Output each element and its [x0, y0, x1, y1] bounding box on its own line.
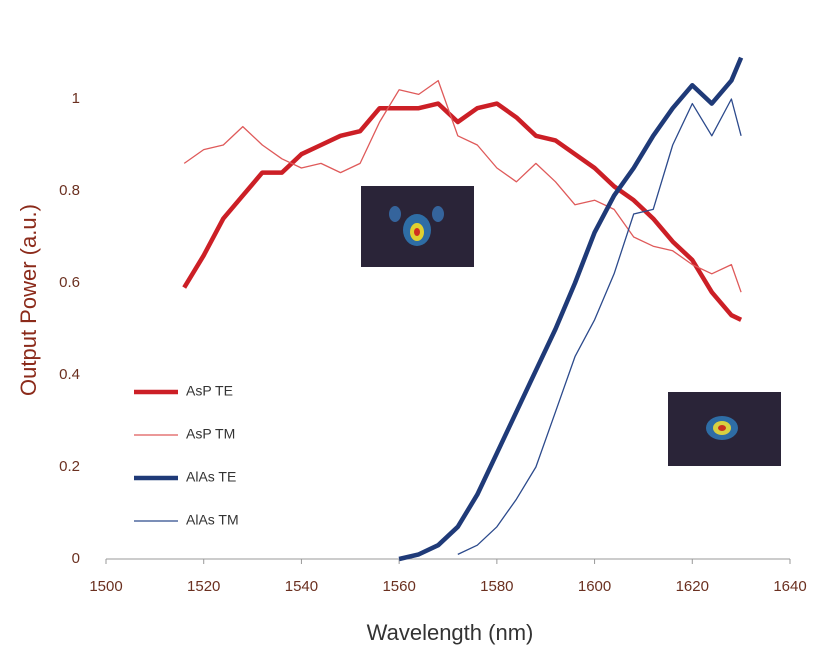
inset-spot — [718, 425, 726, 431]
x-tick-label: 1560 — [382, 578, 415, 595]
x-tick-label: 1640 — [773, 578, 806, 595]
legend-label: AsP TE — [186, 383, 233, 399]
x-tick-label: 1600 — [578, 578, 611, 595]
x-tick-label: 1500 — [89, 578, 122, 595]
x-tick-label: 1540 — [285, 578, 318, 595]
y-tick-label: 1 — [72, 90, 80, 107]
data-line — [182, 101, 743, 322]
data-line — [457, 98, 742, 555]
y-tick-label: 0.8 — [59, 182, 80, 199]
y-tick-label: 0.6 — [59, 274, 80, 291]
x-tick-label: 1520 — [187, 578, 220, 595]
x-axis-title: Wavelength (nm) — [367, 620, 534, 645]
y-tick-label: 0.2 — [59, 458, 80, 475]
legend-label: AsP TM — [186, 426, 235, 442]
y-tick-label: 0.4 — [59, 366, 80, 383]
inset-image — [668, 392, 781, 466]
inset-spot — [432, 206, 444, 222]
x-tick-label: 1580 — [480, 578, 513, 595]
data-line — [183, 79, 742, 293]
legend-label: AlAs TM — [186, 512, 239, 528]
data-line — [398, 56, 744, 562]
y-axis-title: Output Power (a.u.) — [16, 204, 41, 396]
y-tick-label: 0 — [72, 550, 80, 567]
legend-label: AlAs TE — [186, 469, 236, 485]
x-tick-label: 1620 — [676, 578, 709, 595]
inset-image — [361, 186, 474, 267]
inset-spot — [414, 228, 420, 236]
inset-spot — [389, 206, 401, 222]
